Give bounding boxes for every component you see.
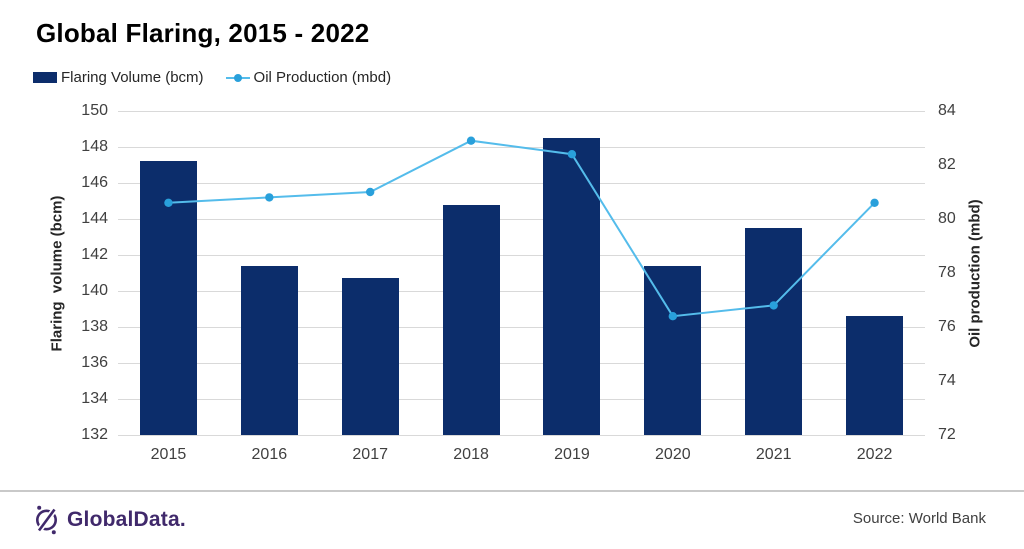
source-attribution: Source: World Bank (852, 510, 986, 527)
oil-production-point-2018 (466, 136, 476, 145)
left-axis-tick-138: 138 (81, 318, 108, 335)
oil-production-point-2017 (365, 187, 375, 197)
line-marker-icon (233, 73, 242, 82)
x-axis-label-2018: 2018 (453, 446, 489, 463)
left-axis-tick-134: 134 (81, 390, 108, 407)
gridline-136 (118, 363, 925, 364)
right-axis-tick-72: 72 (938, 426, 956, 443)
globaldata-logo-text: GlobalData. (67, 508, 186, 531)
gridline-142 (118, 255, 925, 256)
oil-production-point-2016 (265, 193, 274, 202)
x-axis-label-2020: 2020 (655, 446, 691, 463)
x-axis-label-2019: 2019 (554, 446, 590, 463)
legend: Flaring Volume (bcm) Oil Production (mbd… (33, 69, 391, 86)
left-axis-tick-148: 148 (81, 138, 108, 155)
bar-2015 (139, 161, 197, 435)
right-axis-tick-74: 74 (938, 372, 956, 389)
x-axis-label-2016: 2016 (251, 446, 288, 463)
right-axis-tick-82: 82 (938, 156, 956, 173)
gridline-146 (118, 183, 925, 184)
x-axis-label-2022: 2022 (856, 446, 893, 463)
gridline-144 (118, 219, 925, 220)
bar-2020 (644, 265, 702, 435)
gridline-132 (118, 435, 925, 436)
legend-label-flaring-volume: Flaring Volume (bcm) (61, 69, 204, 86)
left-axis-tick-150: 150 (81, 102, 108, 119)
bar-2019 (543, 138, 601, 435)
footer-divider (0, 490, 1024, 492)
gridline-148 (118, 147, 925, 148)
legend-item-flaring-volume: Flaring Volume (bcm) (33, 69, 204, 86)
left-axis-tick-146: 146 (81, 174, 108, 191)
left-axis-tick-142: 142 (81, 246, 108, 263)
globaldata-logo: GlobalData. (33, 504, 186, 536)
right-axis-tick-76: 76 (938, 318, 956, 335)
bar-2018 (442, 204, 500, 435)
bar-2017 (341, 278, 399, 435)
gridline-138 (118, 327, 925, 328)
right-axis-tick-80: 80 (938, 210, 956, 227)
chart-title: Global Flaring, 2015 - 2022 (36, 18, 370, 48)
bar-2016 (240, 265, 298, 435)
left-axis-tick-144: 144 (81, 210, 108, 227)
bar-swatch-icon (33, 72, 57, 83)
left-axis-tick-140: 140 (81, 282, 108, 299)
gridline-134 (118, 399, 925, 400)
oil-production-point-2022 (870, 198, 879, 207)
gridline-150 (118, 111, 925, 112)
left-axis-tick-136: 136 (81, 354, 108, 371)
legend-item-oil-production: Oil Production (mbd) (225, 69, 392, 86)
x-axis-label-2017: 2017 (352, 446, 388, 463)
x-axis-label-2021: 2021 (755, 446, 792, 463)
right-axis-tick-84: 84 (938, 102, 956, 119)
left-axis-title: Flaring volume (bcm) (48, 195, 66, 352)
x-axis-label-2015: 2015 (150, 446, 187, 463)
left-axis-tick-132: 132 (81, 426, 108, 443)
right-axis-tick-78: 78 (938, 264, 956, 281)
bar-2022 (846, 316, 904, 435)
line-swatch-icon (225, 73, 250, 82)
legend-label-oil-production: Oil Production (mbd) (253, 69, 392, 86)
gridline-140 (118, 291, 925, 292)
bar-2021 (745, 228, 803, 435)
globaldata-globe-icon (36, 505, 57, 535)
